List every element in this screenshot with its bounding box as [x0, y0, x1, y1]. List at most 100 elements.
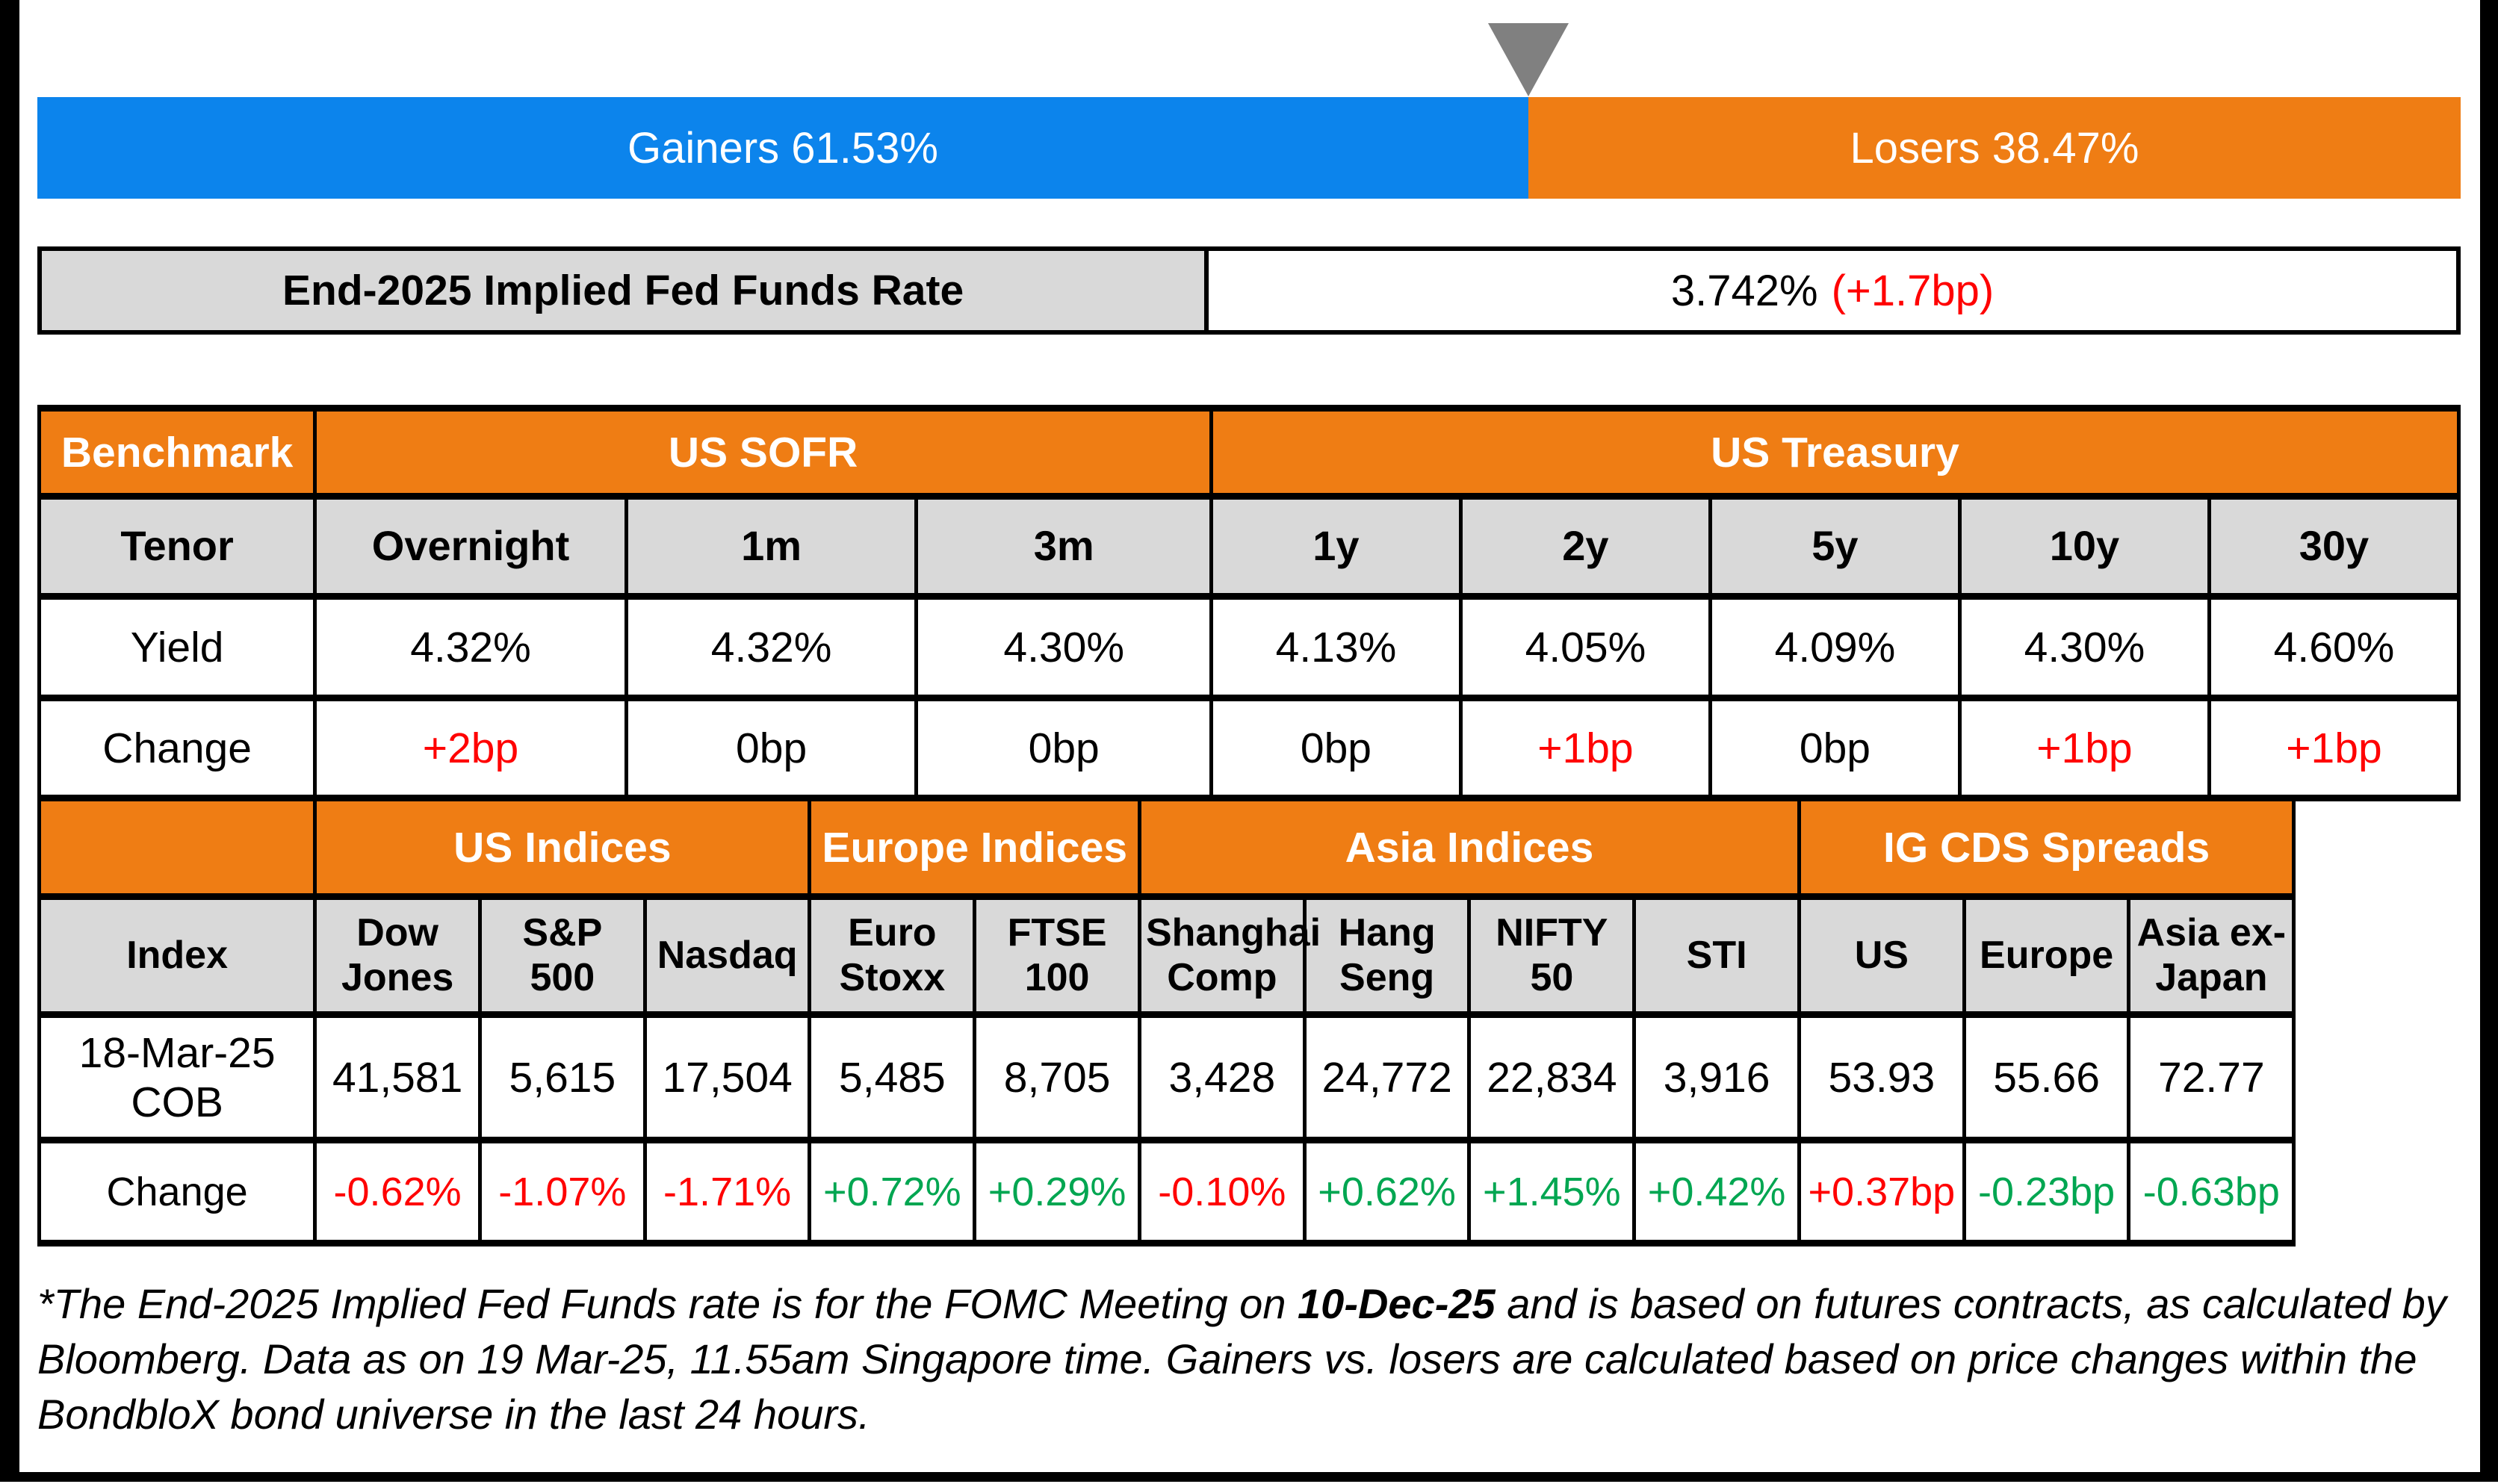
benchmark-group-header-row: Benchmark US SOFR US Treasury: [37, 405, 2461, 500]
gainers-segment: Gainers 61.53%: [37, 97, 1529, 199]
benchmark-change-value: +1bp: [1458, 695, 1712, 801]
gainers-label: Gainers 61.53%: [627, 123, 938, 173]
benchmark-change-row: Change +2bp 0bp 0bp 0bp +1bp 0bp +1bp +1…: [37, 695, 2461, 801]
footnote-fomc-date: 10-Dec-25: [1298, 1280, 1496, 1327]
index-row-label: Index: [37, 893, 317, 1018]
index-name-header: Europe: [1962, 893, 2131, 1018]
ig-cds-group-header: IG CDS Spreads: [1797, 795, 2296, 900]
index-value: 41,581: [313, 1011, 482, 1143]
index-value: 5,615: [477, 1011, 647, 1143]
losers-segment: Losers 38.47%: [1528, 97, 2461, 199]
losers-label: Losers 38.47%: [1850, 123, 2139, 173]
frame-left-border: [0, 0, 19, 1482]
index-name-header: Shanghai Comp: [1137, 893, 1321, 1018]
yield-value: 4.30%: [1957, 593, 2211, 701]
tenor-header: 1m: [624, 493, 919, 600]
frame-bottom-border: [0, 1472, 2498, 1482]
index-change-value: -0.10%: [1137, 1137, 1307, 1247]
tenor-header: 5y: [1708, 493, 1962, 600]
us-sofr-group-header: US SOFR: [313, 405, 1213, 500]
index-change-value: +0.37bp: [1797, 1137, 1966, 1247]
yield-value: 4.32%: [313, 593, 628, 701]
yield-value: 4.13%: [1209, 593, 1463, 701]
benchmark-change-value: 0bp: [1209, 695, 1463, 801]
index-name-header: US: [1797, 893, 1966, 1018]
fed-funds-value: 3.742%: [1670, 266, 1818, 315]
index-change-value: -1.07%: [477, 1137, 647, 1247]
index-name-header: S&P 500: [477, 893, 647, 1018]
index-change-value: +1.45%: [1467, 1137, 1637, 1247]
tenor-header: Overnight: [313, 493, 628, 600]
frame-right-border: [2480, 0, 2498, 1482]
footnote-part1: *The End-2025 Implied Fed Funds rate is …: [37, 1280, 1298, 1327]
indices-corner-cell: [37, 795, 317, 900]
tenor-header: 2y: [1458, 493, 1712, 600]
benchmark-change-value: 0bp: [1708, 695, 1962, 801]
index-change-value: -1.71%: [642, 1137, 812, 1247]
index-change-value: +0.72%: [808, 1137, 977, 1247]
index-change-value: +0.42%: [1632, 1137, 1801, 1247]
indices-table: US Indices Europe Indices Asia Indices I…: [37, 795, 2461, 1247]
benchmark-change-value: +2bp: [313, 695, 628, 801]
yield-value: 4.09%: [1708, 593, 1962, 701]
fed-funds-label: End-2025 Implied Fed Funds Rate: [37, 246, 1209, 335]
tenor-row-label: Tenor: [37, 493, 317, 600]
gainers-losers-bar: Gainers 61.53% Losers 38.47%: [37, 97, 2461, 199]
yield-value: 4.32%: [624, 593, 919, 701]
index-name-header: Dow Jones: [313, 893, 482, 1018]
footnote-part2: and is based on futures contracts, as ca…: [37, 1280, 2446, 1438]
index-values-row: 18-Mar-25 COB 41,581 5,615 17,504 5,485 …: [37, 1011, 2459, 1143]
index-value: 8,705: [973, 1011, 1141, 1143]
boundary-marker-triangle-icon: [1488, 23, 1569, 96]
index-value: 72.77: [2127, 1011, 2296, 1143]
index-change-value: +0.29%: [973, 1137, 1141, 1247]
benchmark-table: Benchmark US SOFR US Treasury Tenor Over…: [37, 405, 2461, 801]
index-change-value: +0.62%: [1302, 1137, 1472, 1247]
tenor-header-row: Tenor Overnight 1m 3m 1y 2y 5y 10y 30y: [37, 493, 2461, 600]
index-name-header: Euro Stoxx: [808, 893, 977, 1018]
index-name-header: Hang Seng: [1302, 893, 1472, 1018]
tenor-header: 10y: [1957, 493, 2211, 600]
yield-row: Yield 4.32% 4.32% 4.30% 4.13% 4.05% 4.09…: [37, 593, 2461, 701]
tenor-header: 1y: [1209, 493, 1463, 600]
benchmark-change-value: 0bp: [624, 695, 919, 801]
benchmark-change-value: +1bp: [2207, 695, 2461, 801]
index-change-value: -0.62%: [313, 1137, 482, 1247]
europe-indices-group-header: Europe Indices: [808, 795, 1141, 900]
tenor-header: 3m: [914, 493, 1213, 600]
index-change-row: Change -0.62% -1.07% -1.71% +0.72% +0.29…: [37, 1137, 2459, 1247]
index-value: 53.93: [1797, 1011, 1966, 1143]
index-value: 3,428: [1137, 1011, 1307, 1143]
index-value: 17,504: [642, 1011, 812, 1143]
gainers-losers-chart: Gainers 61.53% Losers 38.47%: [37, 23, 2461, 199]
benchmark-change-value: 0bp: [914, 695, 1213, 801]
index-value: 22,834: [1467, 1011, 1637, 1143]
asia-indices-group-header: Asia Indices: [1137, 795, 1801, 900]
index-name-header: STI: [1632, 893, 1801, 1018]
benchmark-change-value: +1bp: [1957, 695, 2211, 801]
us-treasury-group-header: US Treasury: [1209, 405, 2461, 500]
index-change-value: -0.63bp: [2127, 1137, 2296, 1247]
us-indices-group-header: US Indices: [313, 795, 812, 900]
tenor-header: 30y: [2207, 493, 2461, 600]
yield-value: 4.60%: [2207, 593, 2461, 701]
indices-group-header-row: US Indices Europe Indices Asia Indices I…: [37, 795, 2459, 900]
market-summary-card: Gainers 61.53% Losers 38.47% End-2025 Im…: [37, 0, 2461, 1484]
index-change-value: -0.23bp: [1962, 1137, 2131, 1247]
index-value: 55.66: [1962, 1011, 2131, 1143]
index-name-header-row: Index Dow Jones S&P 500 Nasdaq Euro Stox…: [37, 893, 2459, 1018]
fed-funds-change: (+1.7bp): [1831, 266, 1995, 315]
index-name-header: NIFTY 50: [1467, 893, 1637, 1018]
yield-row-label: Yield: [37, 593, 317, 701]
cob-date-label: 18-Mar-25 COB: [37, 1011, 317, 1143]
index-name-header: Nasdaq: [642, 893, 812, 1018]
index-value: 3,916: [1632, 1011, 1801, 1143]
index-name-header: Asia ex-Japan: [2127, 893, 2296, 1018]
benchmark-corner-header: Benchmark: [37, 405, 317, 500]
fed-funds-row: End-2025 Implied Fed Funds Rate 3.742% (…: [37, 246, 2461, 335]
index-change-row-label: Change: [37, 1137, 317, 1247]
index-value: 5,485: [808, 1011, 977, 1143]
yield-value: 4.05%: [1458, 593, 1712, 701]
footnote: *The End-2025 Implied Fed Funds rate is …: [37, 1276, 2461, 1442]
yield-value: 4.30%: [914, 593, 1213, 701]
